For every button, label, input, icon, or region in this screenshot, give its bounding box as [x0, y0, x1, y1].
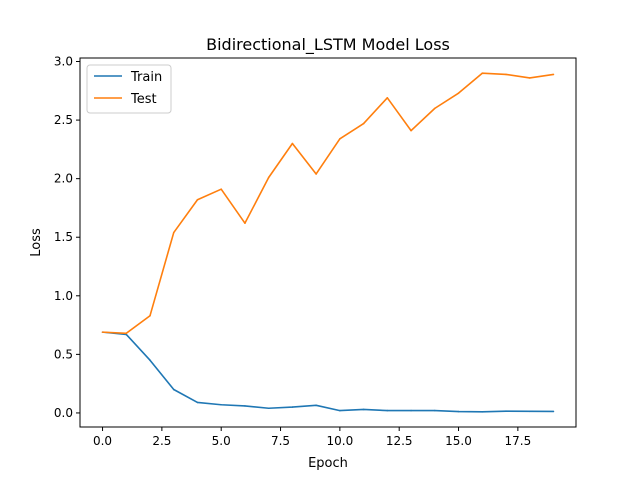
x-tick-label: 5.0 — [212, 434, 231, 448]
legend-label-train: Train — [130, 70, 162, 85]
data-point-train — [528, 410, 531, 413]
data-point-train — [410, 409, 412, 412]
data-point-test — [410, 129, 412, 132]
data-point-test — [196, 198, 199, 201]
data-point-test — [362, 122, 365, 125]
data-point-test — [101, 331, 104, 333]
plot-area-frame — [79, 57, 577, 428]
y-tick-label: 3.0 — [54, 55, 73, 69]
data-point-train — [291, 406, 294, 408]
data-point-train — [315, 404, 317, 407]
data-point-train — [220, 403, 223, 406]
data-point-test — [386, 97, 389, 99]
data-point-test — [149, 314, 151, 317]
x-tick-label: 2.5 — [152, 434, 171, 448]
y-axis-label: Loss — [29, 228, 44, 257]
y-tick-label: 1.0 — [54, 289, 73, 303]
data-point-test — [220, 188, 223, 190]
legend-label-test: Test — [130, 92, 157, 107]
data-point-test — [481, 72, 484, 75]
data-point-train — [339, 409, 341, 412]
series-line-test — [102, 72, 554, 335]
chart-title: Bidirectional_LSTM Model Loss — [206, 35, 450, 55]
data-point-test — [172, 231, 175, 234]
y-tick-label: 2.0 — [54, 172, 73, 186]
x-tick-label: 0.0 — [93, 434, 112, 448]
data-point-test — [244, 222, 246, 224]
x-axis: 0.0 2.5 5.0 7.5 10.0 12.5 15.0 17.5 — [93, 427, 531, 448]
x-tick-label: 17.5 — [504, 434, 531, 448]
legend-box — [86, 64, 172, 114]
x-tick-label: 7.5 — [271, 434, 290, 448]
data-point-train — [149, 359, 151, 362]
data-point-train — [433, 409, 436, 412]
data-point-train — [505, 410, 507, 412]
x-tick-label: 15.0 — [445, 434, 472, 448]
data-point-test — [505, 73, 507, 76]
x-tick-label: 10.0 — [327, 434, 354, 448]
x-tick-label: 12.5 — [386, 434, 413, 448]
data-point-train — [552, 410, 555, 413]
y-tick-label: 0.0 — [54, 406, 73, 420]
data-point-test — [315, 173, 317, 175]
data-point-test — [457, 92, 460, 94]
legend: Train Test — [86, 64, 172, 114]
data-point-test — [552, 73, 555, 76]
data-point-test — [339, 138, 341, 140]
data-point-train — [386, 409, 389, 412]
x-axis-label: Epoch — [308, 456, 348, 471]
data-point-train — [362, 408, 365, 411]
y-tick-label: 0.5 — [54, 347, 73, 361]
data-point-train — [481, 410, 484, 413]
data-point-train — [172, 388, 175, 391]
data-point-test — [528, 77, 531, 79]
data-point-test — [267, 176, 270, 179]
y-axis: 0.0 0.5 1.0 1.5 2.0 2.5 3.0 — [54, 55, 80, 420]
data-point-train — [196, 401, 199, 404]
y-tick-label: 2.5 — [54, 113, 73, 127]
data-point-train — [457, 410, 460, 413]
data-point-test — [291, 142, 294, 145]
series-group — [101, 72, 555, 413]
series-line-train — [102, 331, 554, 413]
data-point-test — [433, 107, 436, 110]
y-tick-label: 1.5 — [54, 230, 73, 244]
data-point-train — [267, 407, 270, 410]
data-point-test — [125, 332, 128, 335]
data-point-train — [244, 405, 246, 407]
